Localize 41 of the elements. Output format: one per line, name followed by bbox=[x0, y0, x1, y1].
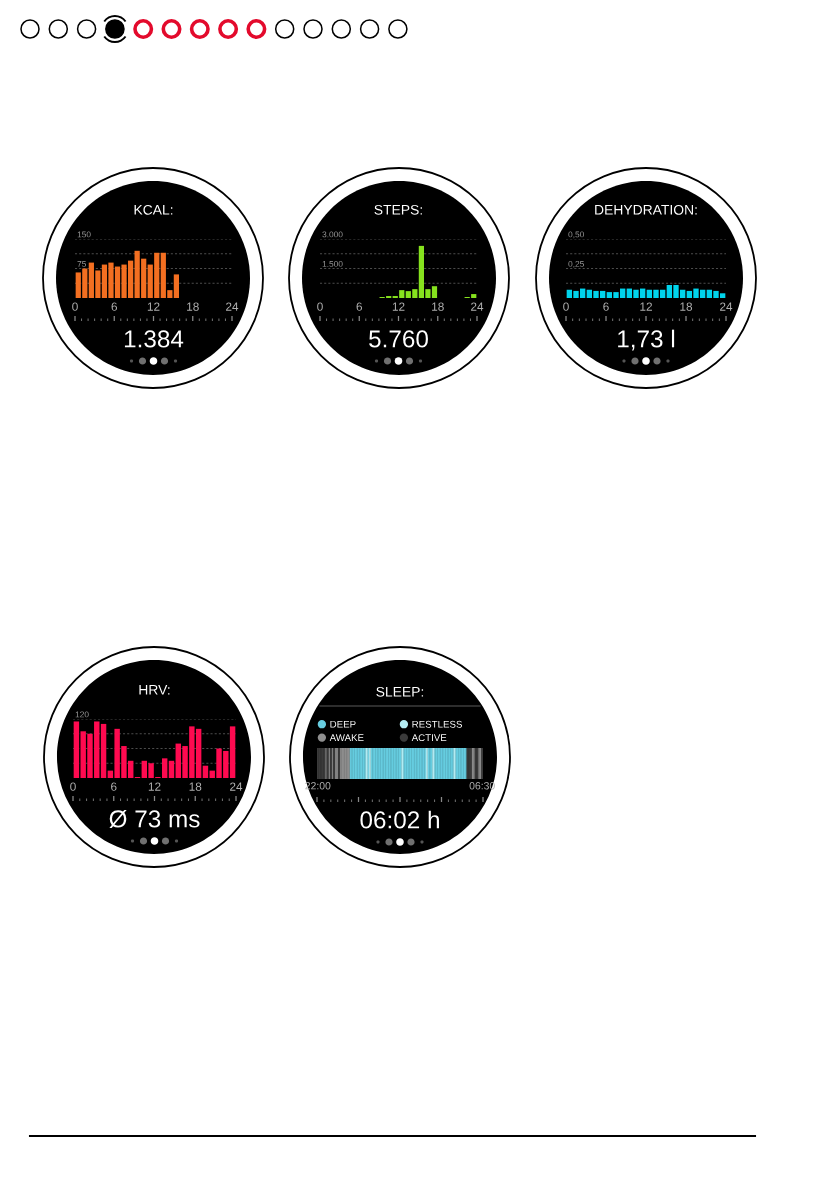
x-tick-label: 6 bbox=[111, 302, 118, 311]
x-tick-label: 12 bbox=[147, 302, 160, 311]
chart-title: HRV: bbox=[139, 685, 170, 695]
y-tick-label: 150 bbox=[77, 231, 91, 238]
x-tick-label: 0 bbox=[72, 302, 78, 311]
y-tick-label: 0,50 bbox=[568, 231, 584, 239]
x-tick-label: 6 bbox=[111, 782, 117, 791]
text: 5.760 bbox=[369, 330, 428, 348]
y-tick-label: 3.000 bbox=[322, 231, 343, 238]
x-tick-label: 24 bbox=[226, 302, 239, 311]
x-tick-label: 12 bbox=[640, 302, 652, 311]
x-tick-label: 0 bbox=[70, 782, 76, 791]
x-tick-label: 18 bbox=[189, 782, 202, 791]
legend-label: RESTLESS bbox=[412, 720, 463, 728]
x-tick-label: 12 bbox=[148, 782, 161, 791]
chart-title: DEHYDRATION: bbox=[595, 204, 697, 215]
x-tick-label: 24 bbox=[471, 302, 484, 311]
x-tick-label: 18 bbox=[187, 302, 199, 311]
y-tick-label: 1.500 bbox=[322, 260, 343, 267]
x-tick-label: 6 bbox=[356, 302, 363, 311]
text: 1.384 bbox=[124, 330, 184, 348]
y-tick-label: 75 bbox=[77, 261, 86, 267]
legend-label: ACTIVE bbox=[411, 734, 447, 742]
x-tick-label: 6 bbox=[603, 302, 609, 311]
y-tick-label: 0,25 bbox=[568, 260, 584, 268]
x-tick-label: 12 bbox=[392, 302, 405, 311]
x-tick-label: 24 bbox=[720, 302, 733, 311]
x-tick-label: 0 bbox=[563, 302, 569, 311]
text: 06:02 h bbox=[360, 810, 439, 829]
text: 1,73 l bbox=[618, 329, 675, 351]
chart-title: STEPS: bbox=[374, 204, 422, 215]
legend-label: DEEP bbox=[330, 720, 356, 728]
legend-label: AWAKE bbox=[329, 734, 364, 742]
x-tick-label: 0 bbox=[317, 302, 323, 311]
text: Ø 73 ms bbox=[109, 809, 200, 828]
y-tick-label: 120 bbox=[75, 711, 89, 718]
x-tick-label: 24 bbox=[230, 782, 243, 791]
chart-title: SLEEP: bbox=[376, 686, 424, 697]
chart-title: KCAL: bbox=[134, 204, 173, 215]
x-tick-label: 18 bbox=[432, 302, 444, 311]
x-tick-label: 18 bbox=[680, 302, 693, 311]
